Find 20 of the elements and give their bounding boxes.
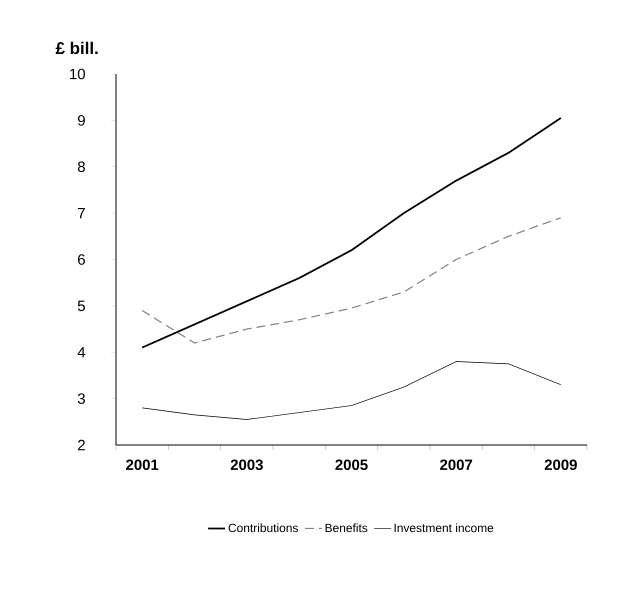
y-tick-label: 4 xyxy=(78,347,86,358)
x-tick-label: 2005 xyxy=(335,459,368,470)
y-tick-label: 7 xyxy=(78,208,85,218)
y-tick-label: 10 xyxy=(70,68,85,80)
x-tick-label: 2007 xyxy=(440,459,472,470)
y-tick-label: 9 xyxy=(78,115,85,126)
x-tick-label: 2001 xyxy=(126,459,158,470)
line-series xyxy=(142,217,562,344)
y-tick-label: 2 xyxy=(78,440,85,450)
legend-label: Benefits xyxy=(326,523,368,532)
line-series xyxy=(142,361,562,420)
y-tick-label: 3 xyxy=(78,393,85,404)
y-tick-label: 6 xyxy=(78,254,85,265)
y-tick-label: 5 xyxy=(78,300,85,312)
x-tick-label: 2003 xyxy=(230,459,263,470)
legend-label: Contributions xyxy=(228,523,298,532)
y-axis-title: £ bill. xyxy=(56,42,98,54)
x-tick-label: 2009 xyxy=(544,459,577,470)
legend-label: Investment income xyxy=(394,523,494,532)
y-tick-label: 8 xyxy=(78,161,85,172)
